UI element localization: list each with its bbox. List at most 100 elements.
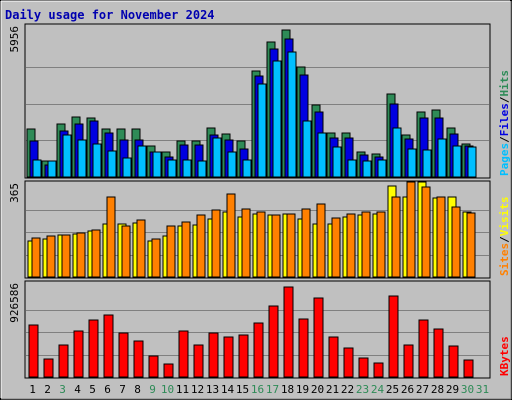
x-tick-label: 18 — [281, 383, 294, 396]
bar — [376, 211, 386, 278]
x-tick-label: 12 — [191, 383, 204, 396]
x-tick-label: 6 — [104, 383, 111, 396]
bar — [148, 355, 159, 378]
bar — [122, 157, 132, 178]
bar — [178, 330, 189, 378]
bar — [163, 363, 174, 378]
bar — [62, 134, 72, 178]
bar — [136, 219, 146, 278]
bar — [362, 160, 372, 178]
bar — [407, 148, 417, 178]
bar — [268, 305, 279, 378]
bar — [287, 51, 297, 178]
series-sites — [31, 181, 476, 278]
bar — [152, 151, 162, 178]
bar — [313, 297, 324, 378]
bar — [121, 225, 131, 278]
bar — [137, 145, 147, 178]
bar — [212, 137, 222, 178]
bar — [421, 186, 431, 278]
bar — [437, 138, 447, 178]
x-tick-label: 7 — [119, 383, 126, 396]
legend-entry: / — [498, 136, 511, 143]
bar — [167, 159, 177, 178]
bar — [403, 344, 414, 378]
bar — [256, 211, 266, 278]
bar — [241, 208, 251, 278]
x-tick-label: 26 — [401, 383, 414, 396]
bar — [406, 181, 416, 278]
bar — [436, 196, 446, 278]
legend-entry: / — [498, 236, 511, 243]
bar — [197, 160, 207, 178]
x-tick-label: 17 — [266, 383, 279, 396]
bar — [422, 149, 432, 178]
legend-label: Sites/Visits — [498, 197, 511, 277]
bar — [433, 328, 444, 378]
bar — [73, 330, 84, 378]
x-tick-label: 11 — [176, 383, 189, 396]
bar — [226, 193, 236, 278]
y-max-label: 365 — [8, 183, 21, 203]
bar — [238, 334, 249, 378]
bar — [32, 159, 42, 178]
bar — [208, 332, 219, 378]
x-tick-label: 10 — [161, 383, 174, 396]
x-tick-label: 15 — [236, 383, 249, 396]
bar — [463, 359, 474, 378]
x-tick-label: 24 — [371, 383, 385, 396]
bar — [271, 214, 281, 278]
bar — [373, 362, 384, 378]
bar — [211, 209, 221, 278]
bar — [328, 336, 339, 378]
bar — [388, 295, 399, 378]
legend-entry: / — [498, 96, 511, 103]
bar — [392, 127, 402, 178]
bar — [347, 159, 357, 178]
legend-entry: Pages — [498, 143, 511, 176]
bar — [448, 345, 459, 378]
x-tick-label: 19 — [296, 383, 309, 396]
bar — [61, 234, 71, 278]
bar — [28, 324, 39, 378]
bar — [257, 83, 267, 178]
bar — [46, 235, 56, 278]
bar — [286, 213, 296, 278]
bar — [418, 319, 429, 378]
x-tick-label: 8 — [134, 383, 141, 396]
x-tick-label: 5 — [89, 383, 96, 396]
bar — [331, 217, 341, 278]
bar — [466, 212, 476, 278]
legend-label: Pages/Files/Hits — [498, 70, 511, 176]
x-tick-label: 1 — [29, 383, 36, 396]
legend-entry: KBytes — [498, 336, 511, 376]
x-tick-label: 4 — [74, 383, 81, 396]
bar — [253, 322, 264, 378]
bar — [467, 146, 477, 178]
x-tick-label: 2 — [44, 383, 51, 396]
bar — [91, 229, 101, 278]
x-tick-label: 27 — [416, 383, 429, 396]
x-tick-label: 23 — [356, 383, 369, 396]
bar — [316, 203, 326, 278]
x-tick-label: 9 — [149, 383, 156, 396]
bar — [227, 151, 237, 178]
bar — [77, 139, 87, 178]
bar — [272, 60, 282, 178]
bar — [242, 159, 252, 178]
bar — [358, 357, 369, 378]
y-max-label: 5956 — [8, 26, 21, 53]
bar — [103, 314, 114, 378]
bar — [301, 208, 311, 278]
bar — [133, 340, 144, 378]
bar — [346, 213, 356, 278]
bar — [283, 286, 294, 378]
bar — [361, 211, 371, 278]
legend-entry: Sites — [498, 243, 511, 276]
series-pages — [32, 51, 477, 178]
x-tick-label: 30 — [461, 383, 474, 396]
panel-hits-files-pages: 5956 Pages/Files/Hits — [8, 23, 511, 179]
bar — [182, 159, 192, 178]
